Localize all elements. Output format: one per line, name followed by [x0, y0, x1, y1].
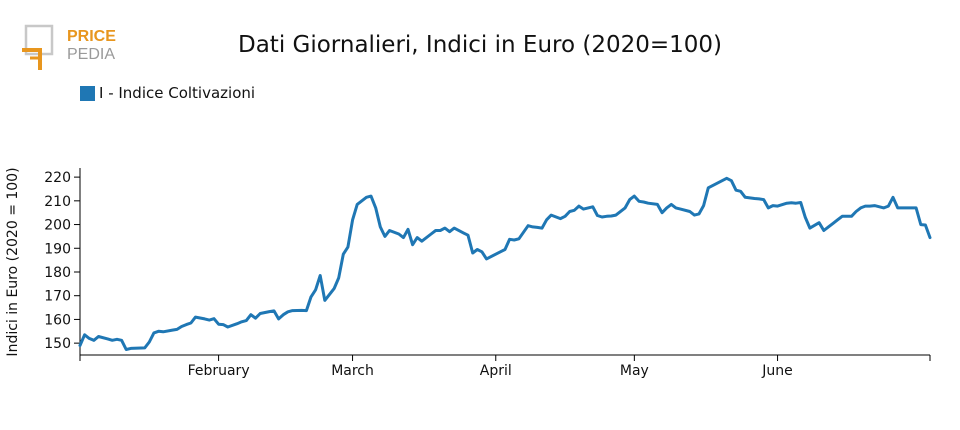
legend[interactable]: I - Indice Coltivazioni: [80, 84, 255, 102]
x-axis: February March April May June: [79, 354, 931, 379]
pricepedia-logo: PRICE PEDIA: [22, 24, 116, 70]
x-tick-label: April: [480, 363, 512, 379]
y-tick-label: 170: [44, 289, 71, 305]
series-line: [78, 176, 932, 351]
y-tick-label: 190: [44, 241, 71, 257]
y-axis: 150 160 170 180 190 200 210 220: [44, 168, 81, 357]
legend-swatch: [80, 85, 95, 101]
y-tick-label: 220: [44, 170, 71, 186]
x-tick-label: March: [331, 363, 374, 379]
y-tick-label: 200: [44, 218, 71, 234]
y-tick-label: 180: [44, 265, 71, 281]
chart-title: Dati Giornalieri, Indici in Euro (2020=1…: [238, 32, 722, 58]
y-axis-label: Indici in Euro (2020 = 100): [5, 167, 21, 356]
logo-text-pedia: PEDIA: [67, 46, 115, 63]
logo-text-price: PRICE: [67, 28, 116, 45]
y-tick-label: 210: [44, 194, 71, 210]
plot-area: [78, 176, 932, 351]
x-tick-label: May: [620, 363, 649, 379]
x-tick-label: June: [761, 363, 793, 379]
x-tick-label: February: [188, 363, 250, 379]
logo-mark-orange-outer: [22, 48, 42, 70]
y-tick-label: 160: [44, 312, 71, 328]
y-tick-label: 150: [44, 336, 71, 352]
legend-label: I - Indice Coltivazioni: [99, 84, 256, 102]
